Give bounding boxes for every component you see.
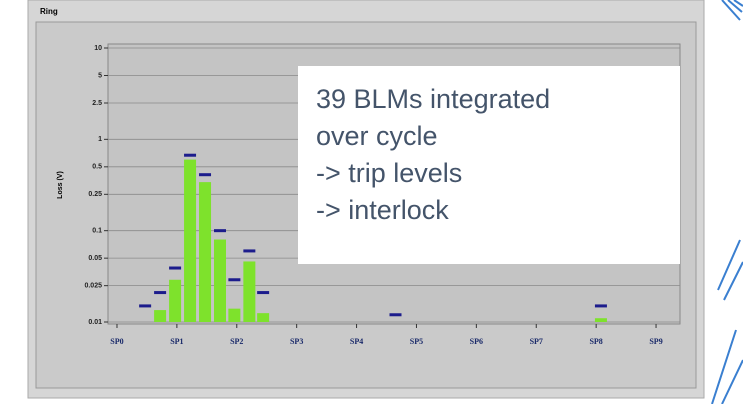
annotation-line: -> interlock bbox=[316, 195, 449, 225]
x-tick-label: SP1 bbox=[170, 337, 183, 346]
annotation-line: over cycle bbox=[316, 121, 438, 151]
annotation-box bbox=[298, 66, 680, 264]
bar bbox=[594, 318, 607, 322]
y-tick-label: 2.5 bbox=[92, 100, 102, 107]
y-tick-label: 0.25 bbox=[88, 191, 102, 198]
y-tick-label: 0.1 bbox=[92, 228, 102, 235]
trip-level bbox=[389, 313, 402, 317]
trip-level bbox=[228, 278, 241, 282]
bar bbox=[243, 261, 256, 322]
chart-title: Ring bbox=[40, 7, 58, 16]
x-tick-label: SP6 bbox=[470, 337, 483, 346]
decoration bbox=[711, 0, 743, 405]
y-tick-label: 1 bbox=[98, 136, 102, 143]
y-tick-label: 0.025 bbox=[84, 282, 102, 289]
trip-level bbox=[169, 266, 182, 270]
trip-level bbox=[594, 304, 607, 308]
x-tick-label: SP2 bbox=[230, 337, 243, 346]
x-tick-label: SP4 bbox=[350, 337, 363, 346]
bar bbox=[228, 308, 241, 322]
bar bbox=[257, 313, 270, 322]
bar bbox=[154, 310, 167, 322]
trip-level bbox=[243, 249, 256, 253]
trip-level bbox=[257, 291, 270, 295]
y-tick-label: 0.05 bbox=[88, 255, 102, 262]
annotation-line: -> trip levels bbox=[316, 158, 462, 188]
bar bbox=[169, 279, 182, 322]
trip-level bbox=[184, 153, 197, 157]
x-tick-label: SP7 bbox=[530, 337, 543, 346]
trip-level bbox=[154, 291, 167, 295]
trip-level bbox=[139, 304, 152, 308]
y-tick-label: 0.01 bbox=[88, 319, 102, 326]
bar bbox=[184, 159, 197, 322]
bar bbox=[199, 182, 212, 322]
x-tick-label: SP8 bbox=[589, 337, 602, 346]
y-axis-label: Loss (V) bbox=[57, 171, 64, 199]
trip-level bbox=[199, 173, 212, 177]
x-tick-label: SP0 bbox=[110, 337, 123, 346]
y-tick-label: 5 bbox=[98, 72, 102, 79]
trip-level bbox=[214, 229, 227, 233]
x-tick-label: SP9 bbox=[649, 337, 662, 346]
y-tick-label: 0.5 bbox=[92, 164, 102, 171]
spark bbox=[721, 0, 743, 21]
annotation-line: 39 BLMs integrated bbox=[316, 84, 550, 114]
y-tick-label: 10 bbox=[94, 45, 102, 52]
x-tick-label: SP5 bbox=[410, 337, 423, 346]
bar bbox=[214, 239, 227, 322]
spark bbox=[711, 239, 743, 405]
x-tick-label: SP3 bbox=[290, 337, 303, 346]
